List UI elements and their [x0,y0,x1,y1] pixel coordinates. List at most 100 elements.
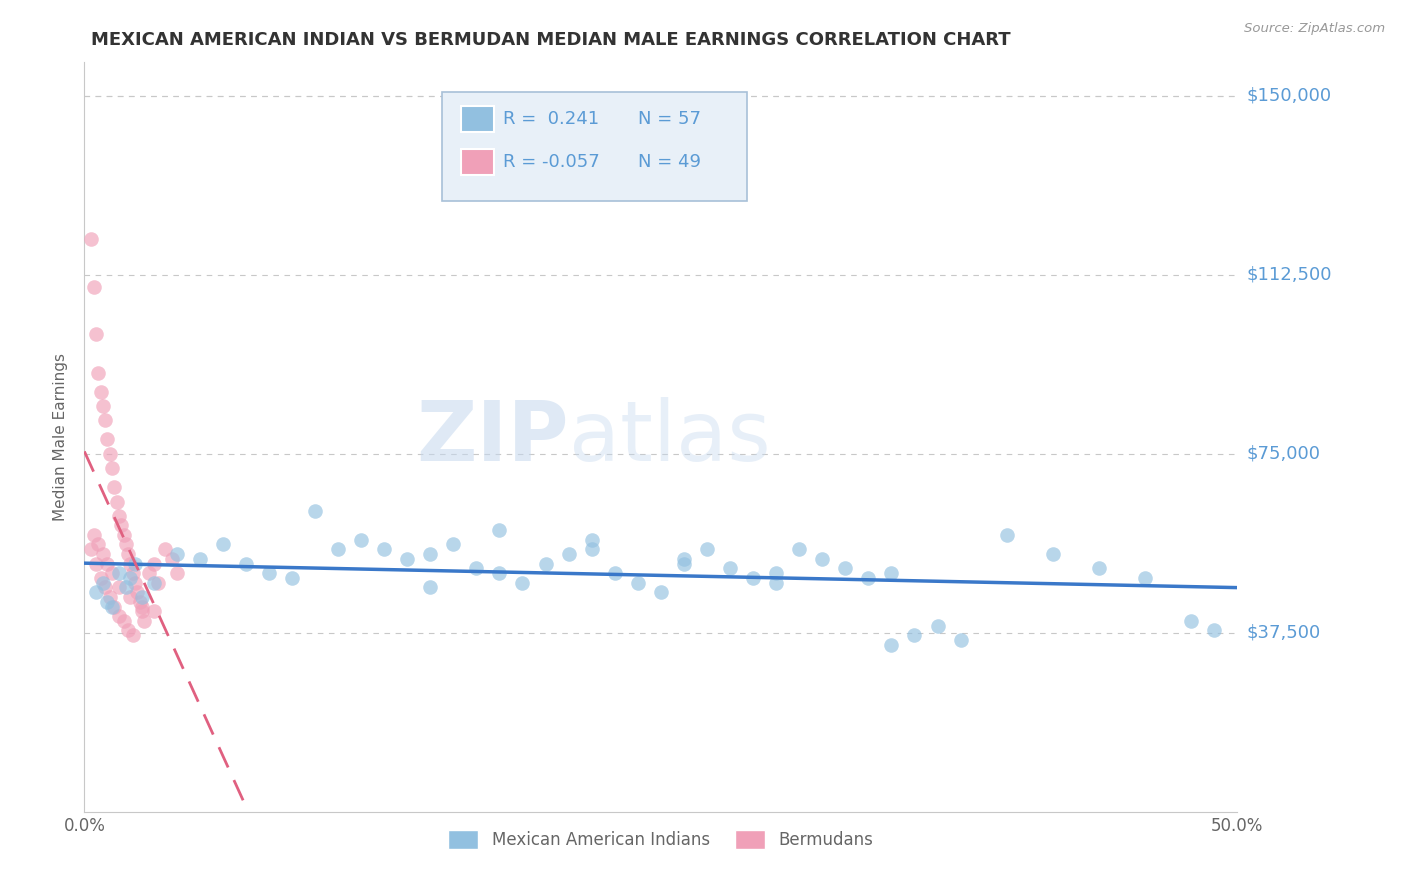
Point [91,399,114,413]
Point [84,585,107,599]
Point [1133,571,1156,585]
Point [465,561,488,575]
Point [995,528,1018,542]
Point [112,528,135,542]
Point [718,561,741,575]
Point [787,542,810,557]
Point [834,561,856,575]
Point [83,528,105,542]
Point [1088,561,1111,575]
Point [89,384,111,399]
Point [115,537,138,551]
Point [120,557,142,571]
Text: $37,500: $37,500 [1247,624,1320,641]
Point [396,551,419,566]
Point [108,609,131,624]
Point [142,604,165,618]
Point [112,614,135,628]
Y-axis label: Median Male Earnings: Median Male Earnings [53,353,69,521]
Point [160,551,183,566]
Text: R = -0.057: R = -0.057 [503,153,599,170]
Point [1042,547,1064,561]
Point [765,575,787,590]
Point [441,537,464,551]
Point [742,571,765,585]
Point [211,537,233,551]
Point [101,599,124,614]
Point [124,557,146,571]
Point [110,518,132,533]
Point [142,575,165,590]
Point [131,590,153,604]
Point [903,628,925,642]
Point [96,557,118,571]
Point [121,566,143,580]
Bar [461,106,494,132]
Text: ZIP: ZIP [416,397,568,477]
Point [696,542,718,557]
Point [326,542,349,557]
Point [419,581,441,595]
Point [581,542,603,557]
Point [115,581,138,595]
Point [108,566,131,580]
Point [281,571,304,585]
Point [84,557,107,571]
Point [117,624,139,638]
Point [91,575,114,590]
Point [84,327,107,342]
Text: $112,500: $112,500 [1247,266,1331,284]
Point [101,461,124,475]
Point [235,557,257,571]
Text: $75,000: $75,000 [1247,445,1320,463]
Point [108,581,131,595]
Point [880,566,903,580]
Point [373,542,395,557]
Point [603,566,626,580]
Point [153,542,176,557]
Text: $150,000: $150,000 [1247,87,1331,105]
Point [120,571,142,585]
Point [188,551,211,566]
Point [672,551,695,566]
Bar [461,149,494,175]
Point [304,504,326,518]
Point [488,566,510,580]
Point [672,557,695,571]
Point [89,571,111,585]
Point [105,494,128,508]
Point [120,590,142,604]
Point [488,523,510,537]
Text: Source: ZipAtlas.com: Source: ZipAtlas.com [1244,22,1385,36]
Point [949,632,972,647]
Point [557,547,579,561]
Point [128,595,150,609]
Point [98,447,121,461]
Point [512,575,534,590]
Point [87,366,110,380]
Point [880,638,903,652]
Point [257,566,280,580]
Point [96,433,118,447]
Point [858,571,880,585]
Point [121,628,143,642]
Point [127,585,149,599]
Legend: Mexican American Indians, Bermudans: Mexican American Indians, Bermudans [440,822,882,857]
Point [117,547,139,561]
Point [108,508,131,523]
Text: N = 57: N = 57 [638,110,700,128]
Text: R =  0.241: R = 0.241 [503,110,599,128]
Point [103,599,125,614]
Point [124,575,146,590]
Point [131,599,153,614]
Point [138,566,160,580]
Point [83,279,105,293]
Text: N = 49: N = 49 [638,153,700,170]
Point [101,566,124,580]
Point [98,590,121,604]
Point [103,480,125,494]
Point [650,585,672,599]
Point [134,614,156,628]
Point [765,566,787,580]
Point [142,557,165,571]
